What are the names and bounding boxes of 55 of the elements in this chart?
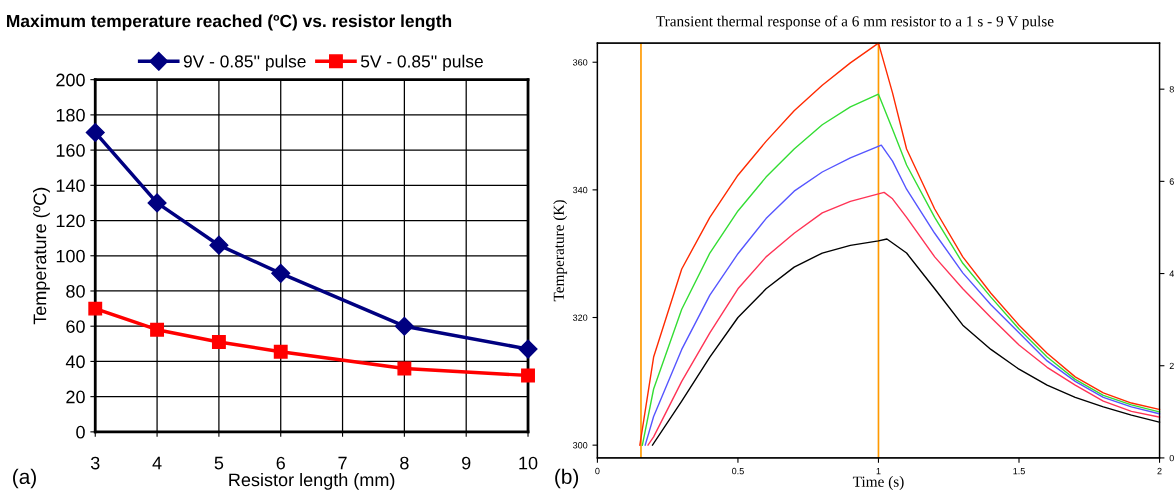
y-tick-label: 340: [572, 186, 588, 194]
point: [271, 263, 291, 283]
y-tick-label: 120: [56, 214, 85, 228]
x-tick-label: 0.5: [732, 467, 744, 475]
x-tick-label: 8: [400, 456, 409, 470]
x-tick-label: 3: [90, 456, 100, 470]
x-tick-label: 5: [214, 456, 224, 470]
x-tick-label: 0: [595, 467, 600, 475]
legend-label: 9V - 0.85'' pulse: [183, 54, 306, 71]
x-axis-title: Resistor length (mm): [229, 473, 395, 490]
text: (b): [555, 468, 579, 489]
y-tick-label: 320: [572, 314, 588, 321]
y2-tick-label: 2: [1169, 362, 1174, 369]
y-tick-label: 160: [56, 144, 85, 157]
y2-tick-label: 6: [1169, 178, 1174, 185]
chart-title: Transient thermal response of a 6 mm resistor to a 1 s - 9 V pulse: [656, 15, 1054, 30]
point: [394, 316, 414, 336]
x-tick-label: 2: [1157, 467, 1162, 475]
x-tick-label: 10: [519, 456, 538, 470]
x-tick-label: 4: [152, 456, 162, 470]
point: [209, 235, 229, 255]
y-tick-label: 40: [65, 355, 85, 369]
point: [88, 301, 103, 316]
y-tick-label: 60: [66, 320, 85, 333]
point: [521, 368, 535, 383]
point: [147, 193, 167, 213]
y-tick-label: 80: [66, 284, 85, 298]
chart-title: Maximum temperature reached (ºC) vs. resistor length: [7, 14, 452, 31]
y-tick-label: 180: [56, 108, 85, 122]
legend-label: 5V - 0.85'' pulse: [360, 54, 483, 71]
point: [397, 361, 412, 376]
point: [85, 122, 105, 143]
x-tick-label: 7: [338, 456, 347, 470]
y-tick-label: 360: [572, 59, 588, 66]
point: [150, 322, 165, 337]
x-tick-label: 1.5: [1013, 467, 1025, 475]
point: [518, 339, 538, 359]
point: [211, 335, 226, 349]
y-axis-title: Temperature (K): [553, 200, 568, 302]
text: (a): [13, 468, 36, 489]
x-axis-title: Time (s): [852, 476, 904, 490]
point: [273, 344, 288, 359]
y-tick-label: 0: [76, 425, 85, 439]
x-tick-label: 1: [876, 467, 881, 475]
y2-tick-label: 8: [1169, 86, 1174, 93]
x-tick-label: 6: [276, 456, 285, 470]
line-series: [647, 191, 1161, 446]
y-tick-label: 200: [56, 73, 85, 87]
y-tick-label: 300: [572, 442, 588, 449]
x-tick-label: 9: [462, 456, 471, 470]
y-axis-title: Temperature (ºC): [33, 187, 50, 325]
y-tick-label: 20: [66, 390, 85, 404]
y-tick-label: 140: [56, 179, 85, 193]
y-tick-label: 100: [56, 249, 85, 263]
y2-tick-label: 4: [1169, 270, 1175, 277]
